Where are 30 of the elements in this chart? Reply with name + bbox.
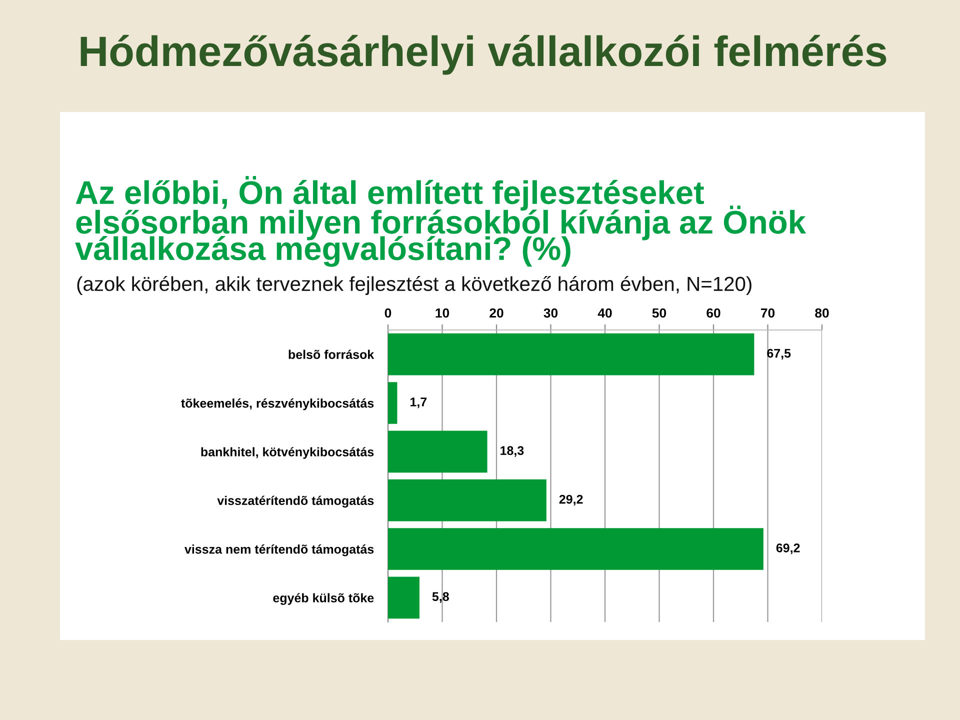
bar xyxy=(388,333,754,376)
bar xyxy=(388,528,764,570)
x-tick-label: 80 xyxy=(815,308,829,318)
bar xyxy=(388,479,546,522)
x-tick-label: 70 xyxy=(760,308,775,318)
bar xyxy=(388,382,398,424)
x-tick-label: 10 xyxy=(436,308,450,318)
x-tick-label: 20 xyxy=(490,308,504,318)
y-tick-label: vissza nem térítendõ támogatás xyxy=(184,544,374,556)
data-label: 29,2 xyxy=(559,494,583,506)
data-label: 69,2 xyxy=(776,544,800,554)
data-label: 67,5 xyxy=(767,348,791,360)
y-tick-label: belsõ források xyxy=(288,350,374,359)
data-label: 1,7 xyxy=(410,398,427,408)
text: (azok körében, akik terveznek fejlesztést a következő három évben, N=120) xyxy=(77,276,752,296)
x-tick-label: 40 xyxy=(598,308,612,318)
x-tick-label: 30 xyxy=(544,308,558,318)
y-tick-label: visszatérítendõ támogatás xyxy=(217,496,374,508)
data-label: 18,3 xyxy=(500,446,524,457)
y-tick-label: egyéb külsõ tõke xyxy=(273,593,374,605)
x-tick-label: 50 xyxy=(652,308,666,318)
data-label: 5,8 xyxy=(432,592,449,603)
y-tick-label: tõkeemelés, részvénykibocsátás xyxy=(181,398,374,410)
chart-title: Hódmezővásárhelyi vállalkozói felmérés xyxy=(80,34,886,75)
chart-subtitle: Az előbbi, Ön által említett fejlesztéseket elsősorban milyen forrásokból kívánja az Önök vállalkozása megvalósítani? (%) xyxy=(75,176,806,267)
x-tick-label: 0 xyxy=(384,308,392,318)
x-tick-label: 60 xyxy=(706,308,720,318)
bar xyxy=(388,576,420,619)
bar xyxy=(388,430,488,473)
y-tick-label: bankhitel, kötvénykibocsátás xyxy=(201,447,374,459)
